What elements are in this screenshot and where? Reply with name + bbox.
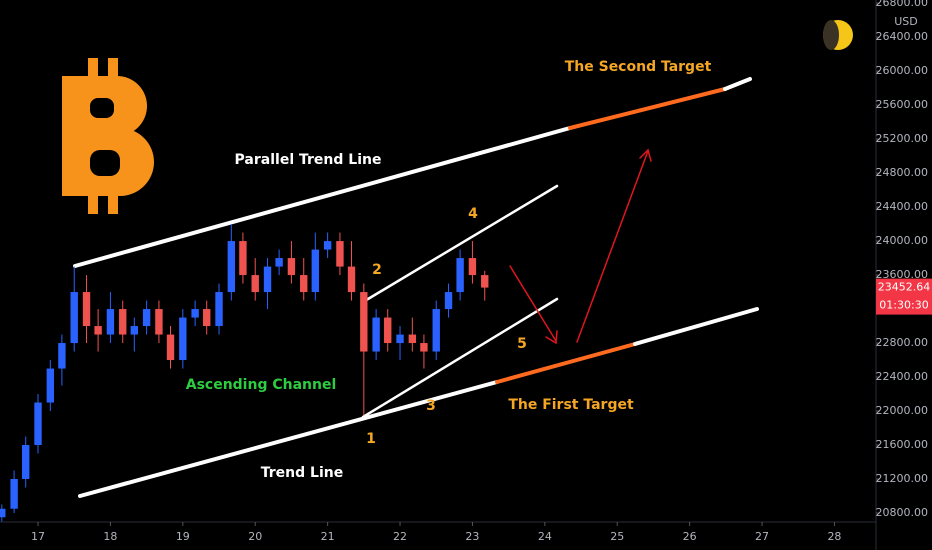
candle-body	[106, 309, 115, 335]
moon-icon	[823, 20, 853, 50]
y-tick-label: 21200.00	[876, 472, 929, 485]
last-price-box	[876, 278, 932, 315]
y-tick-label: 26400.00	[876, 30, 929, 43]
y-tick-label: 25600.00	[876, 98, 929, 111]
candle-body	[130, 326, 138, 335]
y-tick-label: 23600.00	[876, 268, 929, 281]
candle-body	[239, 241, 247, 276]
candle-body	[251, 275, 259, 293]
candle-body	[203, 309, 211, 327]
candle-body	[46, 368, 55, 403]
candle-body	[10, 479, 18, 509]
candle-body	[372, 317, 380, 352]
candle-body	[142, 309, 151, 327]
y-tick-label: 26800.00	[876, 0, 929, 9]
x-tick-label: 20	[248, 530, 262, 543]
annotation: 2	[372, 262, 382, 278]
candle-body	[323, 241, 332, 250]
x-tick-label: 21	[321, 530, 335, 543]
last-price-label: 23452.64	[878, 281, 931, 294]
candle-body	[408, 334, 417, 344]
annotation: 1	[366, 431, 376, 447]
candle-body	[119, 309, 127, 335]
annotation: 5	[517, 336, 527, 352]
candle-body	[456, 258, 464, 293]
candle-body	[263, 266, 272, 293]
annotation: 4	[468, 206, 478, 222]
y-tick-label: 21600.00	[876, 438, 929, 451]
annotation: Parallel Trend Line	[235, 152, 382, 168]
candle-body	[94, 326, 102, 335]
x-tick-label: 28	[827, 530, 841, 543]
y-tick-label: 24800.00	[876, 166, 929, 179]
candle-body	[58, 343, 66, 369]
bitcoin-logo	[62, 58, 154, 214]
annotation: Ascending Channel	[186, 377, 337, 393]
candle-body	[287, 258, 296, 276]
y-tick-label: 22400.00	[876, 370, 929, 383]
candle-body	[384, 317, 392, 344]
y-tick-label: 22000.00	[876, 404, 929, 417]
countdown-label: 01:30:30	[879, 299, 928, 312]
x-tick-label: 18	[103, 530, 117, 543]
x-tick-label: 22	[393, 530, 407, 543]
candle-body	[82, 292, 91, 327]
candle-body	[0, 508, 6, 518]
candle-body	[155, 309, 163, 335]
candle-body	[34, 402, 42, 446]
x-tick-label: 24	[538, 530, 552, 543]
x-tick-label: 19	[176, 530, 190, 543]
candle-body	[191, 309, 199, 318]
candle-body	[347, 266, 356, 293]
candle-body	[275, 258, 283, 267]
y-tick-label: 25200.00	[876, 132, 929, 145]
y-tick-label: 26000.00	[876, 64, 929, 77]
annotation: Trend Line	[261, 465, 343, 481]
annotation: The Second Target	[565, 59, 712, 75]
candle-body	[336, 241, 344, 267]
candle-body	[227, 241, 236, 293]
candle-body	[468, 258, 477, 276]
annotation: The First Target	[508, 397, 634, 413]
candle-body	[70, 292, 78, 344]
candle-body	[300, 275, 308, 293]
candle-body	[420, 343, 428, 352]
candle-body	[215, 292, 223, 327]
drawings	[73, 77, 759, 498]
candle-body	[481, 275, 489, 288]
y-tick-label: 22800.00	[876, 336, 929, 349]
candle-body	[311, 249, 320, 293]
x-tick-label: 23	[465, 530, 479, 543]
candle-body	[360, 292, 368, 352]
y-tick-label: 24000.00	[876, 234, 929, 247]
currency-label: USD	[894, 15, 918, 28]
candle-body	[179, 317, 187, 361]
annotation: 3	[426, 398, 436, 414]
x-tick-label: 26	[683, 530, 697, 543]
y-tick-label: 20800.00	[876, 506, 929, 519]
x-tick-label: 25	[610, 530, 624, 543]
candle-body	[396, 334, 404, 344]
x-tick-label: 17	[31, 530, 45, 543]
y-tick-label: 24400.00	[876, 200, 929, 213]
candle-body	[432, 309, 440, 352]
candle-body	[22, 445, 30, 480]
candle-body	[166, 334, 175, 361]
candle-body	[444, 292, 453, 310]
x-tick-label: 27	[755, 530, 769, 543]
